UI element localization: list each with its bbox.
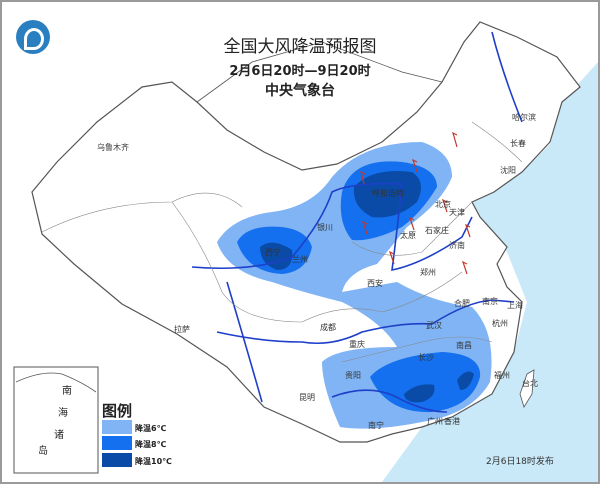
inset-label: 诸 [54,430,64,441]
legend-label: 降温8℃ [135,440,167,449]
inset-coast [15,372,97,393]
forecast-period: 2月6日20时—9日20时 [229,64,371,79]
city-label: 南昌 [456,341,472,350]
city-label: 南宁 [368,421,384,430]
city-label: 上海 [507,301,523,310]
city-label: 兰州 [292,255,308,264]
city-label: 南京 [482,297,498,306]
legend-swatch-8 [102,436,132,450]
city-label: 台北 [522,379,538,388]
city-label: 杭州 [492,319,508,328]
issue-time: 2月6日18时发布 [486,457,554,467]
city-label: 乌鲁木齐 [97,143,129,152]
city-label: 广州 [427,417,443,426]
sea [382,2,598,482]
city-label: 福州 [494,371,510,380]
city-label: 贵阳 [345,371,361,380]
legend-title: 图例 [102,402,133,420]
city-label: 呼和浩特 [372,189,404,198]
city-label: 香港 [444,417,460,426]
issuer: 中央气象台 [265,83,335,99]
city-label: 昆明 [299,393,315,402]
city-label: 西宁 [265,248,281,257]
city-label: 长春 [510,139,526,148]
mongolia-border [196,41,443,103]
city-label: 郑州 [420,268,436,277]
city-label: 哈尔滨 [512,113,536,122]
inset-label: 海 [58,408,68,419]
inset-label: 岛 [38,446,48,457]
city-label: 石家庄 [425,226,449,235]
legend-swatch-10 [102,453,132,467]
city-label: 天津 [449,208,465,217]
city-label: 北京 [435,200,451,209]
city-label: 合肥 [454,299,470,308]
city-label: 沈阳 [500,166,516,175]
rivers [191,31,523,413]
taiwan [519,369,535,408]
legend-label: 降温6℃ [135,424,167,433]
city-label: 银川 [317,223,333,232]
map-title: 全国大风降温预报图 [223,37,377,57]
city-label: 长沙 [418,353,434,362]
city-label: 拉萨 [174,325,190,334]
legend-swatch-6 [102,420,132,434]
city-label: 成都 [320,323,336,332]
city-label: 重庆 [349,340,365,349]
city-label: 西安 [367,279,383,288]
city-label: 济南 [449,241,465,250]
city-label: 武汉 [426,321,442,330]
city-label: 太原 [400,231,416,240]
wind-barbs [360,131,471,275]
cma-logo [16,20,50,54]
province-borders [41,121,523,363]
legend-label: 降温10℃ [135,457,172,466]
inset-label: 南 [62,386,72,397]
south-china-sea-inset [13,366,99,474]
